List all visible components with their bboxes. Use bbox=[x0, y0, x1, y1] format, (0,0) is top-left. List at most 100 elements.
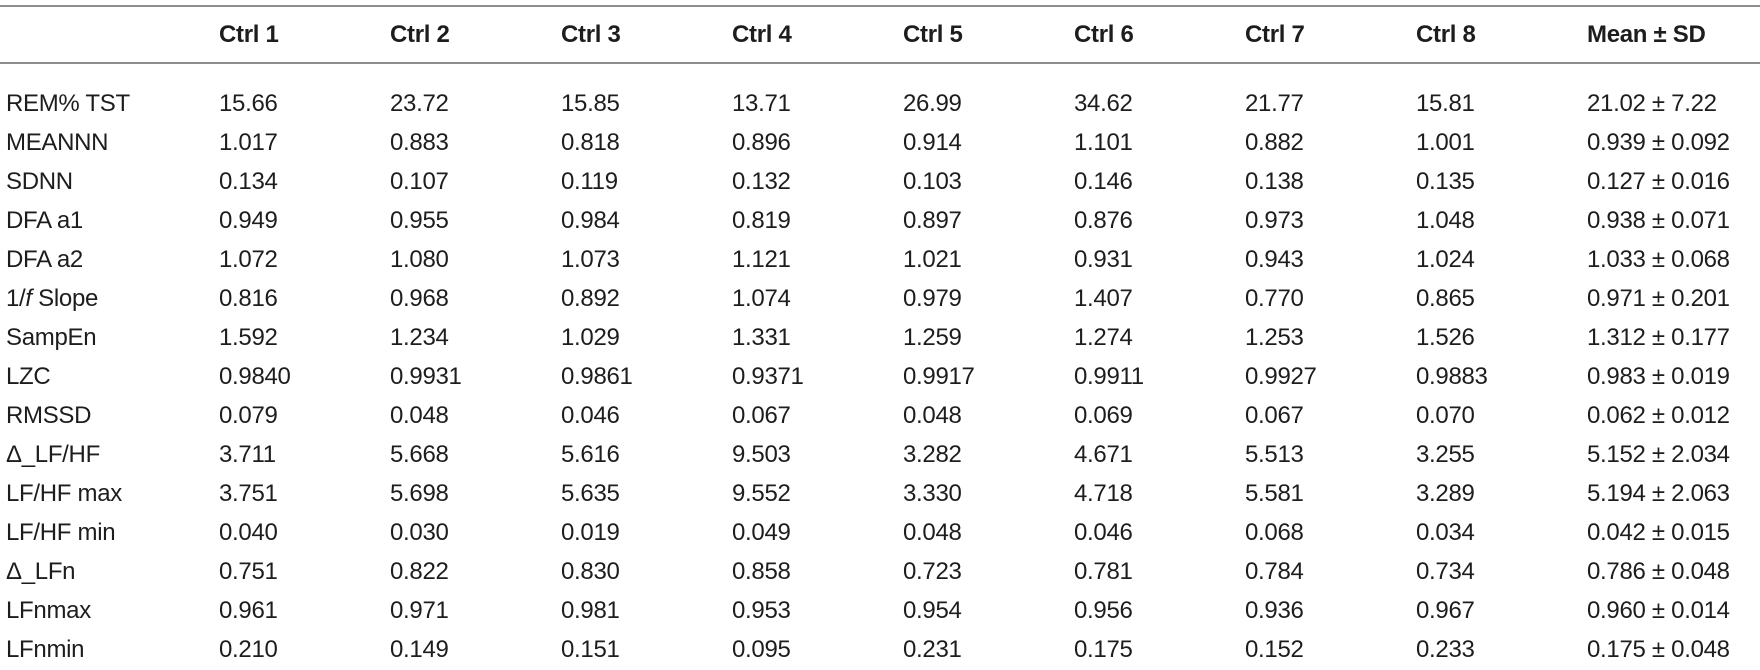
row-label: LFnmin bbox=[6, 635, 85, 663]
value-cell: 1.073 bbox=[561, 245, 620, 273]
value-cell: 0.897 bbox=[903, 206, 962, 234]
row-label: SampEn bbox=[6, 323, 97, 351]
value-cell: 0.134 bbox=[219, 167, 278, 195]
value-cell: 0.936 bbox=[1245, 596, 1304, 624]
value-cell: 0.949 bbox=[219, 206, 278, 234]
value-cell: 0.132 bbox=[732, 167, 791, 195]
value-cell: 0.822 bbox=[390, 557, 449, 585]
table-row: RMSSD 0.079 0.048 0.046 0.067 0.048 0.069 0.067… bbox=[0, 396, 1760, 435]
value-cell: 0.067 bbox=[732, 401, 791, 429]
value-cell: 1.048 bbox=[1416, 206, 1475, 234]
column-header: Ctrl 6 bbox=[1074, 6, 1245, 64]
value-cell: 0.103 bbox=[903, 167, 962, 195]
row-label: Δ_LF/HF bbox=[6, 440, 100, 468]
value-cell: 1.259 bbox=[903, 323, 962, 351]
value-cell: 0.019 bbox=[561, 518, 620, 546]
value-cell: 0.953 bbox=[732, 596, 791, 624]
row-label: 1/f Slope bbox=[6, 284, 99, 312]
value-cell: 0.984 bbox=[561, 206, 620, 234]
value-cell: 0.961 bbox=[219, 596, 278, 624]
value-cell: 0.967 bbox=[1416, 596, 1475, 624]
value-cell: 5.616 bbox=[561, 440, 620, 468]
table-row: REM% TST 15.66 23.72 15.85 13.71 26.99 34.62 21… bbox=[0, 63, 1760, 123]
value-cell: 0.068 bbox=[1245, 518, 1304, 546]
value-cell: 0.9861 bbox=[561, 362, 633, 390]
value-cell: 0.040 bbox=[219, 518, 278, 546]
value-cell: 5.513 bbox=[1245, 440, 1304, 468]
value-cell: 3.751 bbox=[219, 479, 278, 507]
value-cell: 0.816 bbox=[219, 284, 278, 312]
value-cell: 0.896 bbox=[732, 128, 791, 156]
value-cell: 0.954 bbox=[903, 596, 962, 624]
mean-sd-cell: 21.02 ± 7.22 bbox=[1587, 89, 1717, 117]
value-cell: 1.101 bbox=[1074, 128, 1133, 156]
value-cell: 3.330 bbox=[903, 479, 962, 507]
table-row: DFA a1 0.949 0.955 0.984 0.819 0.897 0.876 0.97… bbox=[0, 201, 1760, 240]
mean-sd-cell: 0.062 ± 0.012 bbox=[1587, 401, 1730, 429]
mean-sd-cell: 0.175 ± 0.048 bbox=[1587, 635, 1730, 663]
value-cell: 9.503 bbox=[732, 440, 791, 468]
value-cell: 0.973 bbox=[1245, 206, 1304, 234]
value-cell: 0.231 bbox=[903, 635, 962, 663]
row-label: LF/HF min bbox=[6, 518, 116, 546]
row-label: SDNN bbox=[6, 167, 73, 195]
value-cell: 0.883 bbox=[390, 128, 449, 156]
value-cell: 0.095 bbox=[732, 635, 791, 663]
mean-sd-cell: 5.194 ± 2.063 bbox=[1587, 479, 1730, 507]
value-cell: 0.149 bbox=[390, 635, 449, 663]
mean-sd-cell: 0.786 ± 0.048 bbox=[1587, 557, 1730, 585]
value-cell: 34.62 bbox=[1074, 89, 1133, 117]
value-cell: 0.9931 bbox=[390, 362, 462, 390]
value-cell: 0.048 bbox=[903, 518, 962, 546]
value-cell: 1.029 bbox=[561, 323, 620, 351]
row-label: RMSSD bbox=[6, 401, 92, 429]
table-row: Δ_LF/HF 3.711 5.668 5.616 9.503 3.282 4.671 5.5… bbox=[0, 435, 1760, 474]
value-cell: 0.048 bbox=[390, 401, 449, 429]
value-cell: 0.138 bbox=[1245, 167, 1304, 195]
column-header: Ctrl 1 bbox=[219, 6, 390, 64]
corner-header-cell bbox=[0, 6, 219, 64]
value-cell: 1.274 bbox=[1074, 323, 1133, 351]
control-subjects-metrics-table: Ctrl 1 Ctrl 2 Ctrl 3 Ctrl 4 Ctrl 5 Ctrl 6 Ctrl… bbox=[0, 5, 1760, 669]
value-cell: 15.81 bbox=[1416, 89, 1475, 117]
table-row: LF/HF max 3.751 5.698 5.635 9.552 3.330 4.718 5… bbox=[0, 474, 1760, 513]
value-cell: 0.069 bbox=[1074, 401, 1133, 429]
value-cell: 0.830 bbox=[561, 557, 620, 585]
column-header: Ctrl 4 bbox=[732, 6, 903, 64]
mean-sd-cell: 0.939 ± 0.092 bbox=[1587, 128, 1730, 156]
value-cell: 3.282 bbox=[903, 440, 962, 468]
value-cell: 0.049 bbox=[732, 518, 791, 546]
value-cell: 0.955 bbox=[390, 206, 449, 234]
column-header: Mean ± SD bbox=[1587, 6, 1760, 64]
value-cell: 0.914 bbox=[903, 128, 962, 156]
row-label: DFA a1 bbox=[6, 206, 83, 234]
row-label: LFnmax bbox=[6, 596, 91, 624]
value-cell: 0.030 bbox=[390, 518, 449, 546]
mean-sd-cell: 1.033 ± 0.068 bbox=[1587, 245, 1730, 273]
value-cell: 0.079 bbox=[219, 401, 278, 429]
column-header: Ctrl 7 bbox=[1245, 6, 1416, 64]
value-cell: 0.819 bbox=[732, 206, 791, 234]
value-cell: 13.71 bbox=[732, 89, 791, 117]
value-cell: 26.99 bbox=[903, 89, 962, 117]
value-cell: 0.971 bbox=[390, 596, 449, 624]
value-cell: 4.718 bbox=[1074, 479, 1133, 507]
value-cell: 0.070 bbox=[1416, 401, 1475, 429]
row-label: MEANNN bbox=[6, 128, 109, 156]
table-row: LFnmin 0.210 0.149 0.151 0.095 0.231 0.175 0.15… bbox=[0, 630, 1760, 669]
value-cell: 5.635 bbox=[561, 479, 620, 507]
table-row: 1/f Slope 0.816 0.968 0.892 1.074 0.979 1.407 0… bbox=[0, 279, 1760, 318]
value-cell: 1.121 bbox=[732, 245, 791, 273]
value-cell: 0.210 bbox=[219, 635, 278, 663]
mean-sd-cell: 5.152 ± 2.034 bbox=[1587, 440, 1730, 468]
row-label: Δ_LFn bbox=[6, 557, 76, 585]
value-cell: 1.017 bbox=[219, 128, 278, 156]
table-row: MEANNN 1.017 0.883 0.818 0.896 0.914 1.101 0.88… bbox=[0, 123, 1760, 162]
value-cell: 1.024 bbox=[1416, 245, 1475, 273]
value-cell: 0.9883 bbox=[1416, 362, 1488, 390]
value-cell: 0.067 bbox=[1245, 401, 1304, 429]
value-cell: 0.751 bbox=[219, 557, 278, 585]
value-cell: 0.048 bbox=[903, 401, 962, 429]
value-cell: 1.080 bbox=[390, 245, 449, 273]
table-row: LFnmax 0.961 0.971 0.981 0.953 0.954 0.956 0.93… bbox=[0, 591, 1760, 630]
